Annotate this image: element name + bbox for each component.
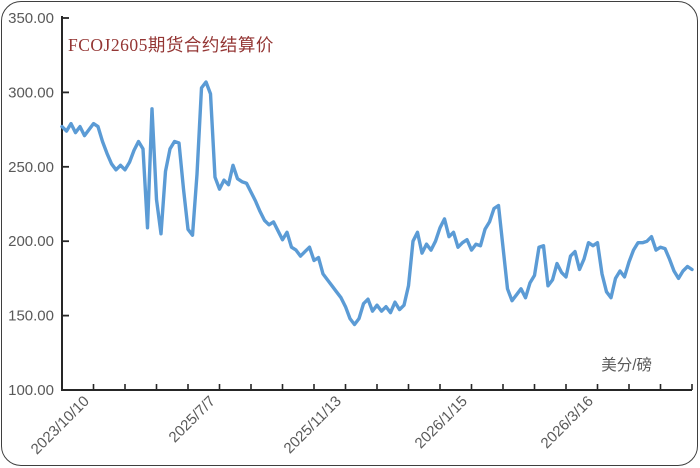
y-tick-label: 250.00 bbox=[8, 159, 54, 176]
price-line bbox=[60, 80, 694, 327]
y-tick-label: 150.00 bbox=[8, 308, 54, 325]
x-tick-label: 2026/3/16 bbox=[538, 393, 597, 452]
x-tick-label: 2025/11/13 bbox=[281, 393, 345, 457]
x-tick-label: 2026/1/15 bbox=[412, 393, 471, 452]
y-tick-label: 100.00 bbox=[8, 382, 54, 399]
y-tick-label: 300.00 bbox=[8, 84, 54, 101]
unit-label: 美分/磅 bbox=[601, 357, 652, 374]
x-tick-label: 2023/10/10 bbox=[28, 393, 93, 458]
x-tick-label: 2025/7/7 bbox=[166, 393, 219, 446]
chart-title: FCOJ2605期货合约结算价 bbox=[68, 35, 274, 55]
y-tick-label: 200.00 bbox=[8, 233, 54, 250]
y-tick-label: 350.00 bbox=[8, 10, 54, 27]
